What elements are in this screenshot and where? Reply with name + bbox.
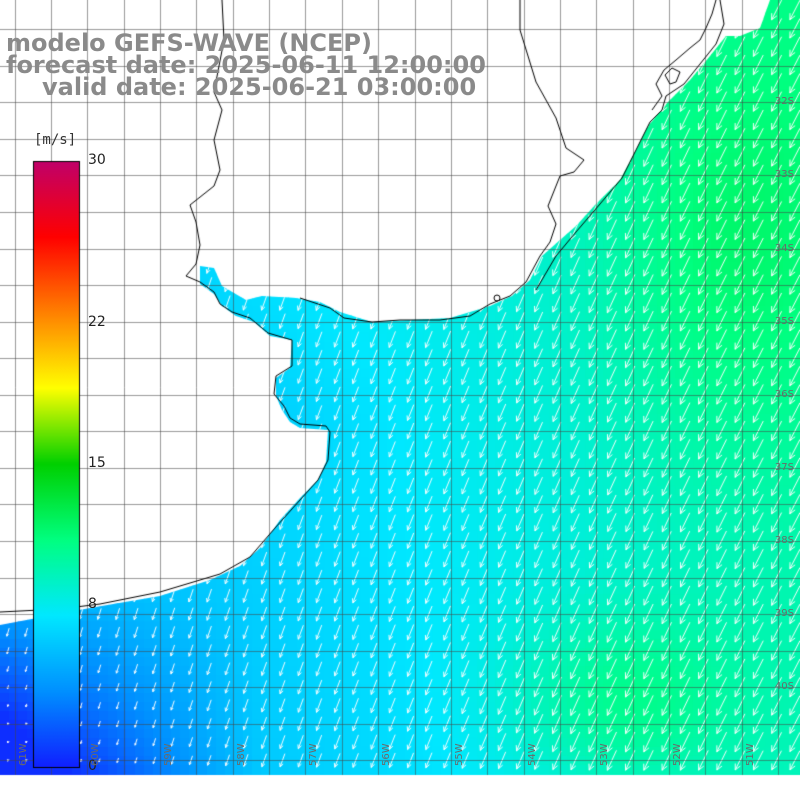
- forecast-date: forecast date: 2025-06-11 12:00:00: [6, 51, 486, 79]
- colorbar-tick-label: 30: [88, 152, 106, 168]
- colorbar-tick-label: 22: [88, 313, 106, 330]
- longitude-label: 59W: [163, 743, 174, 766]
- longitude-label: 51W: [744, 743, 756, 766]
- latitude-label: 39S: [774, 608, 794, 620]
- latitude-label: 33S: [774, 169, 794, 181]
- colorbar-tick-label: 8: [88, 596, 97, 613]
- longitude-label: 58W: [235, 743, 247, 766]
- colorbar-tick-label: 15: [88, 455, 106, 471]
- longitude-label: 55W: [453, 743, 465, 766]
- latitude-label: 38S: [774, 535, 794, 547]
- colorbar-unit: [m/s]: [34, 132, 77, 148]
- longitude-label: 60W: [90, 743, 102, 766]
- longitude-label: 54W: [526, 743, 538, 766]
- latitude-label: 37S: [774, 461, 794, 473]
- latitude-label: 32S: [774, 96, 794, 108]
- longitude-label: 56W: [381, 743, 393, 766]
- valid-date: valid date: 2025-06-21 03:00:00: [42, 73, 477, 101]
- model-title: modelo GEFS-WAVE (NCEP): [6, 29, 372, 57]
- colorbar-tick-label: 0: [88, 758, 97, 774]
- latitude-label: 35S: [774, 315, 794, 327]
- longitude-label: 57W: [308, 743, 320, 766]
- longitude-label: 52W: [672, 743, 684, 766]
- latitude-label: 40S: [774, 681, 794, 693]
- longitude-label: 53W: [599, 743, 611, 766]
- latitude-label: 34S: [774, 242, 794, 254]
- longitude-label: 61W: [17, 743, 29, 766]
- latitude-label: 36S: [774, 388, 794, 400]
